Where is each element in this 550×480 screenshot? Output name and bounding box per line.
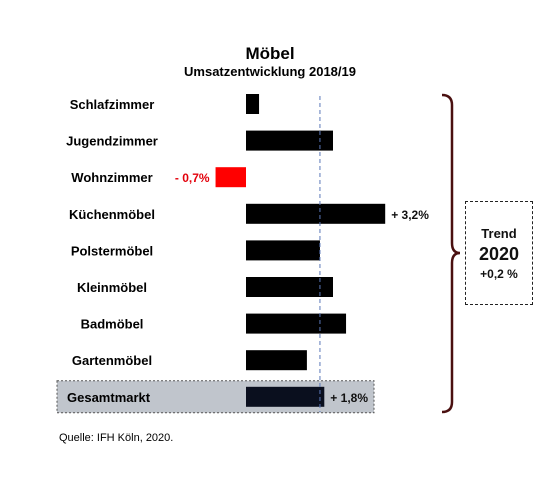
- category-label-jugendzimmer: Jugendzimmer: [66, 134, 158, 149]
- category-label-küchenmöbel: Küchenmöbel: [69, 207, 155, 222]
- category-label-wohnzimmer: Wohnzimmer: [71, 170, 152, 185]
- category-label-polstermöbel: Polstermöbel: [71, 243, 153, 258]
- trend-bracket: [441, 93, 461, 414]
- trend-year: 2020: [478, 243, 520, 264]
- category-label-gartenmöbel: Gartenmöbel: [72, 353, 152, 368]
- trend-label: Trend: [481, 225, 517, 241]
- value-label-wohnzimmer: - 0,7%: [175, 171, 210, 185]
- bar-jugendzimmer: [246, 130, 333, 151]
- bar-gartenmöbel: [246, 350, 307, 371]
- bar-wohnzimmer: [215, 167, 246, 188]
- category-label-badmöbel: Badmöbel: [81, 317, 144, 332]
- chart-subtitle: Umsatzentwicklung 2018/19: [184, 64, 356, 79]
- bar-kleinmöbel: [246, 277, 333, 297]
- value-label-küchenmöbel: + 3,2%: [391, 208, 429, 222]
- bar-gesamtmarkt: [246, 386, 325, 407]
- source-note: Quelle: IFH Köln, 2020.: [59, 432, 173, 444]
- bar-schlafzimmer: [246, 94, 260, 114]
- value-label-gesamtmarkt: + 1,8%: [330, 391, 368, 405]
- bar-badmöbel: [246, 313, 347, 334]
- bar-polstermöbel: [246, 240, 320, 261]
- category-label-kleinmöbel: Kleinmöbel: [77, 280, 147, 295]
- trend-value: +0,2 %: [480, 266, 518, 281]
- category-label-schlafzimmer: Schlafzimmer: [70, 97, 155, 112]
- category-label-gesamtmarkt: Gesamtmarkt: [67, 390, 151, 405]
- trend-box: Trend 2020 +0,2 %: [465, 201, 533, 305]
- chart-title: Möbel: [245, 44, 294, 63]
- bar-küchenmöbel: [246, 203, 386, 224]
- bar-rows: Schlafzimmer Jugendzimmer Wohnzimmer - 0,7%…: [56, 94, 429, 414]
